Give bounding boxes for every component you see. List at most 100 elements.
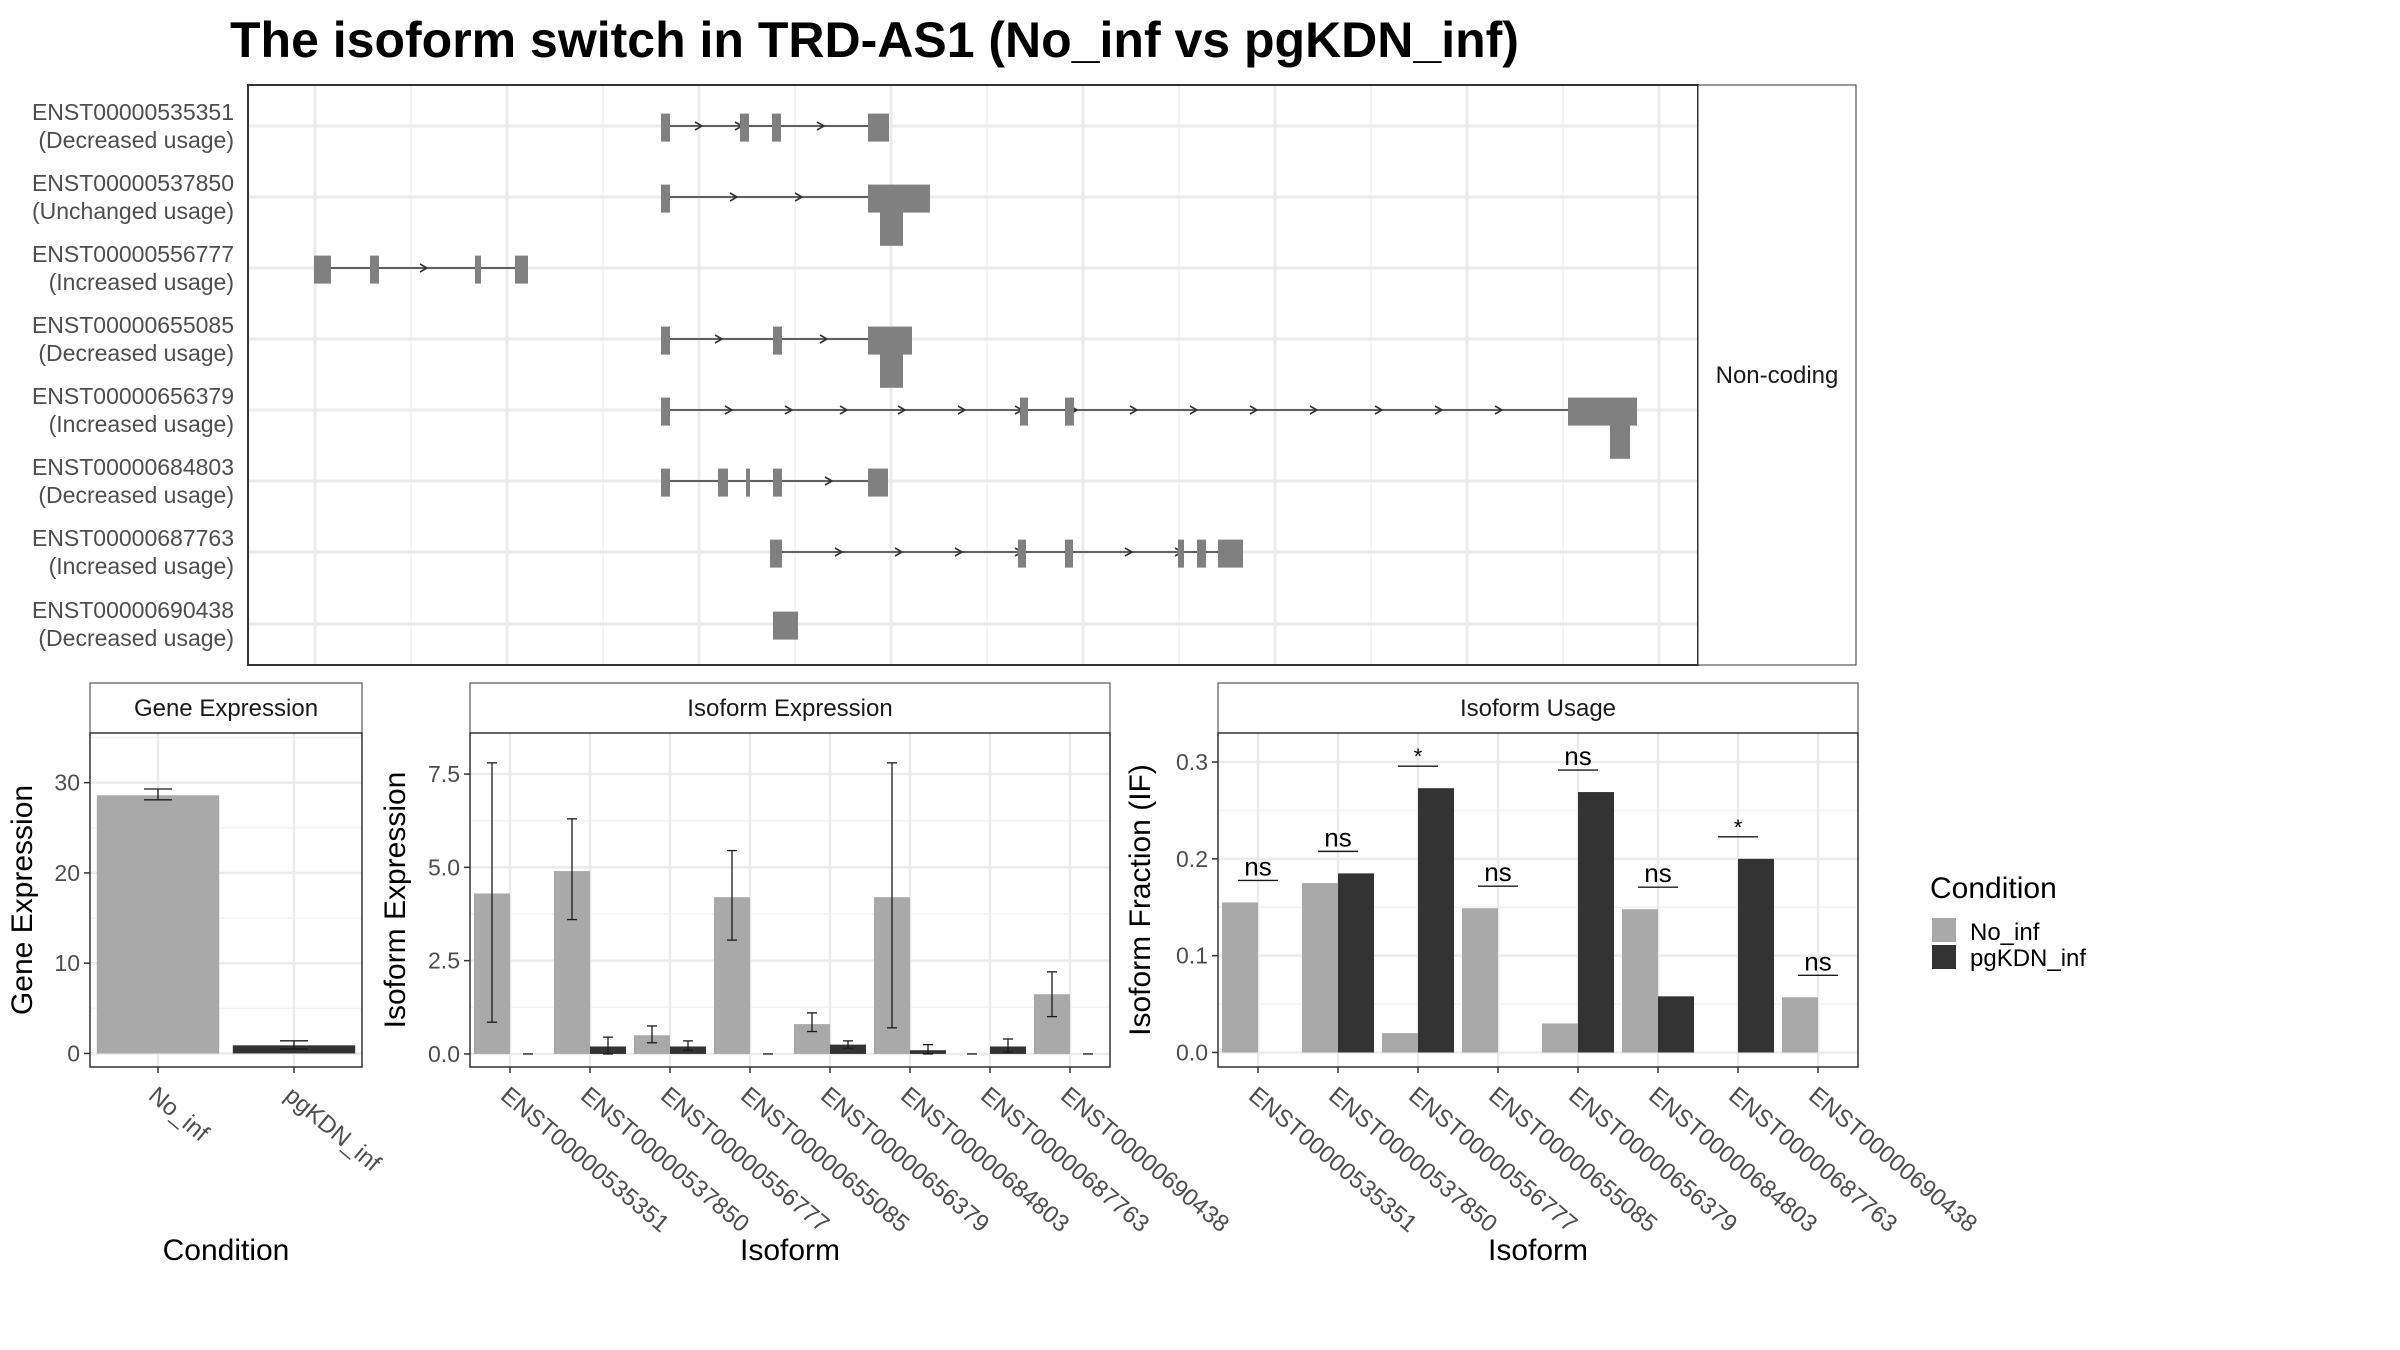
significance-label: ns: [1244, 851, 1271, 881]
exon-block: [868, 113, 889, 142]
legend-label-pgkdn-inf: pgKDN_inf: [1970, 945, 2086, 972]
intron-direction-arrow: [1309, 405, 1319, 415]
significance-label: ns: [1564, 741, 1591, 771]
intron-direction-arrow: [729, 192, 739, 202]
exon-block: [773, 326, 782, 355]
panel-strip: [89, 682, 363, 734]
exon-block: [746, 468, 750, 497]
exon-block: [1197, 539, 1206, 568]
transcript-usage-label: (Increased usage): [49, 411, 234, 437]
bar: [1578, 792, 1614, 1053]
bar: [1302, 883, 1338, 1053]
exon-block: [773, 611, 798, 640]
bar: [1222, 902, 1258, 1053]
transcript-id-label: ENST00000656379: [32, 383, 234, 409]
intron-direction-arrow: [694, 121, 704, 131]
intron-direction-arrow: [819, 334, 829, 344]
y-tick-label: 10: [54, 950, 80, 976]
y-tick-label: 5.0: [428, 854, 460, 880]
transcript-features: [314, 113, 1637, 640]
transcript-strip-label: Non-coding: [1716, 362, 1839, 389]
panel-border: [1217, 732, 1859, 1068]
legend-title: Condition: [1930, 872, 2057, 905]
exon-block: [868, 468, 888, 497]
y-tick-label: 2.5: [428, 948, 460, 974]
panel-strip-label: Isoform Expression: [687, 695, 892, 722]
transcript-structure-panel: Non-coding ENST00000535351(Decreased usa…: [32, 84, 1857, 666]
panel-border: [89, 732, 363, 1068]
transcript-id-label: ENST00000537850: [32, 170, 234, 196]
y-tick-label: 30: [54, 770, 80, 796]
gene-expression-panel: Gene Expression 0 10 20 30 No_inf pgKDN_inf Gen…: [6, 682, 386, 1267]
intron-direction-arrow: [954, 547, 964, 557]
y-tick-label: 0.2: [1176, 846, 1208, 872]
significance-label: *: [1414, 744, 1423, 769]
significance-label: ns: [1324, 822, 1351, 852]
exon-block: [1018, 539, 1026, 568]
transcript-gridlines: [248, 85, 1698, 665]
intron-direction-arrow: [1434, 405, 1444, 415]
transcript-panel-background: [248, 85, 1698, 665]
isoform-usage-panel: Isoform Usagensns*nsnsns*ns0.00.10.20.3E…: [1124, 682, 1982, 1267]
exon-block: [740, 113, 749, 142]
transcript-usage-label: (Increased usage): [49, 269, 234, 295]
intron-direction-arrow: [1494, 405, 1504, 415]
intron-direction-arrow: [894, 547, 904, 557]
intron-direction-arrow: [897, 405, 907, 415]
transcript-usage-label: (Decreased usage): [38, 482, 234, 508]
exon-block: [661, 326, 670, 355]
y-tick-label: 0.3: [1176, 749, 1208, 775]
bar: [830, 1044, 866, 1054]
exon-block: [314, 255, 331, 284]
legend-key-no-inf: [1932, 918, 1956, 942]
transcript-strip: [1697, 84, 1857, 666]
exon-block: [1065, 397, 1074, 426]
significance-label: ns: [1804, 946, 1831, 976]
exon-block: [772, 113, 781, 142]
exon-block: [370, 255, 379, 284]
isoform-expression-panel: Isoform Expression0.02.55.07.5ENST000005…: [379, 682, 1234, 1267]
exon-block: [1020, 397, 1028, 426]
bar: [1658, 996, 1694, 1053]
intron-direction-arrow: [1189, 405, 1199, 415]
y-tick-label: 0.0: [1176, 1039, 1208, 1065]
panel-strip-label: Isoform Usage: [1460, 695, 1616, 722]
intron-direction-arrow: [419, 263, 429, 273]
exon-block: [661, 113, 670, 142]
x-tick-label: pgKDN_inf: [279, 1082, 386, 1178]
y-axis-title: Isoform Fraction (IF): [1124, 764, 1157, 1036]
intron-direction-arrow: [1124, 547, 1134, 557]
y-tick-label: 20: [54, 860, 80, 886]
legend-label-no-inf: No_inf: [1970, 919, 2040, 946]
transcript-labels: ENST00000535351(Decreased usage)ENST0000…: [32, 99, 234, 651]
condition-legend: Condition No_inf pgKDN_inf: [1930, 872, 2086, 972]
transcript-id-label: ENST00000687763: [32, 525, 234, 551]
bar: [1622, 909, 1658, 1053]
intron-direction-arrow: [957, 405, 967, 415]
bar: [1782, 997, 1818, 1053]
bar: [1338, 873, 1374, 1053]
intron-direction-arrow: [784, 405, 794, 415]
intron-direction-arrow: [1249, 405, 1259, 415]
figure-title: The isoform switch in TRD-AS1 (No_inf vs…: [230, 12, 1519, 68]
x-axis-title: Condition: [163, 1234, 290, 1267]
bar: [96, 795, 220, 1054]
exon-block: [880, 331, 903, 388]
transcript-usage-label: (Decreased usage): [38, 625, 234, 651]
exon-block: [475, 255, 481, 284]
intron-direction-arrow: [834, 547, 844, 557]
y-tick-label: 0.0: [428, 1041, 460, 1067]
panel-border: [469, 732, 1111, 1068]
x-tick-label: No_inf: [143, 1082, 214, 1147]
exon-block: [1178, 539, 1184, 568]
transcript-id-label: ENST00000684803: [32, 454, 234, 480]
intron-direction-arrow: [794, 192, 804, 202]
exon-block: [515, 255, 528, 284]
intron-direction-arrow: [816, 121, 826, 131]
exon-block: [1218, 539, 1243, 568]
intron-direction-arrow: [714, 334, 724, 344]
bar: [634, 1035, 670, 1054]
y-axis-title: Isoform Expression: [379, 772, 412, 1029]
transcript-usage-label: (Increased usage): [49, 553, 234, 579]
x-axis-title: Isoform: [1488, 1234, 1588, 1267]
